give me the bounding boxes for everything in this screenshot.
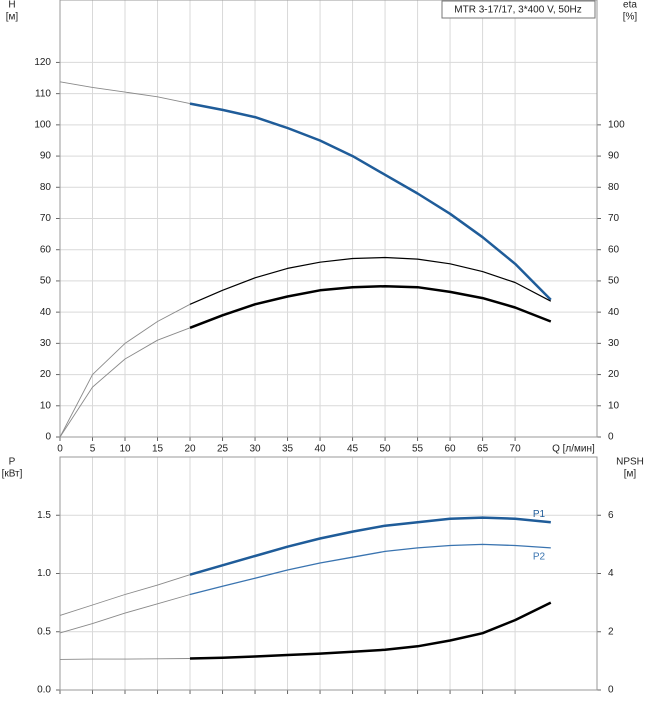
y-tick-label: 110 (35, 88, 51, 99)
y2-tick-label: 100 (608, 119, 625, 130)
curve (189, 256, 552, 305)
x-axis-label: Q [л/мин] (552, 444, 595, 455)
y2-tick-label: 90 (608, 151, 620, 162)
curve (189, 102, 552, 301)
x-tick-label: 35 (282, 444, 294, 455)
y-tick-label: 30 (40, 338, 52, 349)
x-tick-label: 70 (510, 444, 522, 455)
y-tick-label: 20 (40, 369, 52, 380)
y2-tick-label: 0 (608, 685, 614, 696)
x-tick-label: 5 (90, 444, 96, 455)
plot-frame (59, 0, 598, 438)
y-axis-label: H (8, 0, 15, 11)
plot-frame (59, 456, 598, 691)
y-tick-label: 40 (40, 307, 52, 318)
y2-tick-label: 30 (608, 338, 620, 349)
curve-thin (59, 658, 191, 660)
x-tick-label: 10 (119, 444, 131, 455)
y2-axis-label: NPSH (616, 457, 644, 468)
curve-thin (59, 327, 191, 438)
x-tick-label: 50 (379, 444, 391, 455)
y-tick-label: 1.0 (37, 568, 51, 579)
y-tick-label: 50 (40, 276, 52, 287)
y-tick-label: 60 (40, 244, 52, 255)
y-tick-label: 1.5 (37, 510, 51, 521)
y-tick-label: 0.0 (37, 685, 51, 696)
y-tick-label: 10 (40, 400, 52, 411)
x-tick-label: 30 (249, 444, 261, 455)
y2-tick-label: 4 (608, 568, 614, 579)
x-tick-label: 45 (347, 444, 359, 455)
y2-tick-label: 10 (608, 400, 620, 411)
y2-tick-label: 70 (608, 213, 620, 224)
title-box (441, 0, 596, 19)
y2-tick-label: 0 (608, 432, 614, 443)
y2-tick-label: 2 (608, 626, 614, 637)
curve-thin (59, 303, 191, 438)
x-tick-label: 20 (184, 444, 196, 455)
x-tick-label: 40 (314, 444, 326, 455)
y-axis-unit: [м] (6, 12, 19, 23)
y-tick-label: 100 (34, 119, 51, 130)
y2-axis-unit: [%] (623, 12, 638, 23)
x-tick-label: 60 (445, 444, 457, 455)
y2-tick-label: 60 (608, 244, 620, 255)
x-tick-label: 55 (412, 444, 424, 455)
curve-thin (59, 81, 191, 105)
curve (189, 284, 552, 329)
curve (189, 543, 551, 596)
series-label: P2 (533, 552, 546, 563)
y2-tick-label: 80 (608, 182, 620, 193)
y-axis-label: P (9, 457, 16, 468)
curve (189, 601, 552, 660)
y2-axis-unit: [м] (624, 469, 637, 480)
y-tick-label: 80 (40, 182, 52, 193)
y-tick-label: 0.5 (37, 626, 51, 637)
y2-tick-label: 6 (608, 510, 614, 521)
y2-tick-label: 50 (608, 276, 620, 287)
y2-tick-label: 40 (608, 307, 620, 318)
y-tick-label: 120 (34, 57, 51, 68)
series-label: P1 (533, 509, 546, 520)
chart-title: MTR 3-17/17, 3*400 V, 50Hz (454, 5, 581, 16)
curve (189, 516, 551, 576)
y-tick-label: 0 (45, 432, 51, 443)
y2-axis-label: eta (623, 0, 637, 11)
curve-thin (59, 594, 191, 634)
x-tick-label: 65 (477, 444, 489, 455)
x-tick-label: 0 (57, 444, 63, 455)
curve-thin (59, 574, 191, 616)
y-tick-label: 70 (40, 213, 52, 224)
y2-tick-label: 20 (608, 369, 620, 380)
x-tick-label: 25 (217, 444, 229, 455)
x-tick-label: 15 (152, 444, 164, 455)
y-tick-label: 90 (40, 151, 52, 162)
y-axis-unit: [кВт] (2, 469, 23, 480)
